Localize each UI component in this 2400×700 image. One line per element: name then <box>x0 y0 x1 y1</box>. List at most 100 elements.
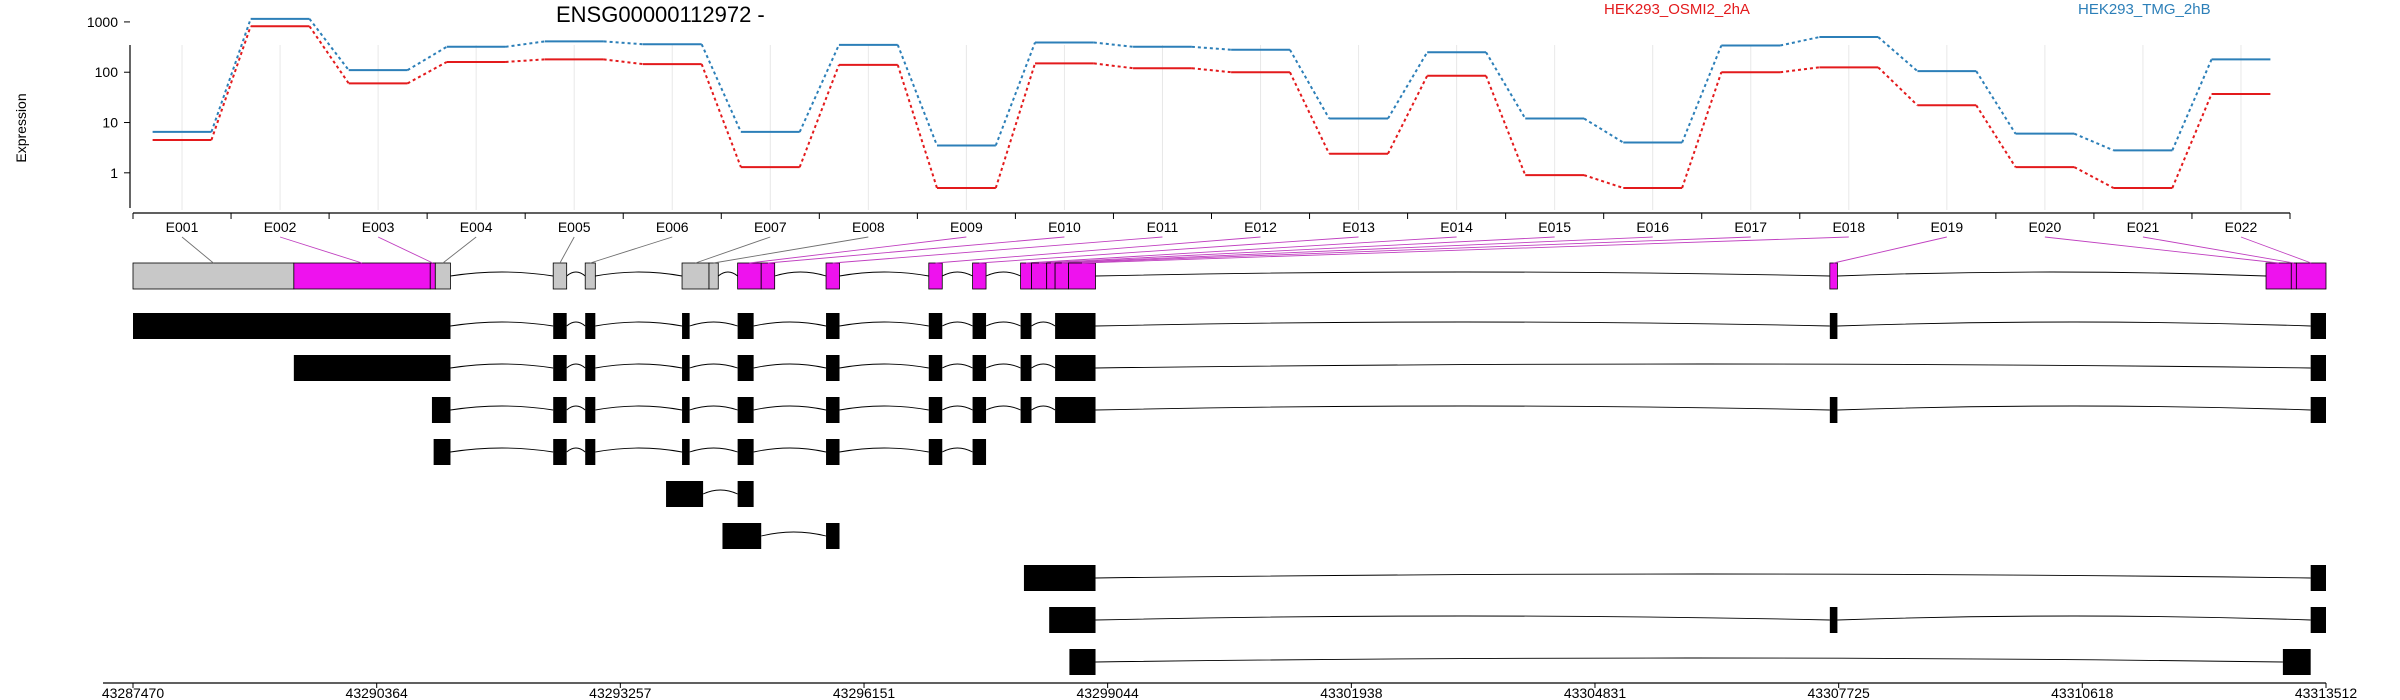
genomic-tick-label: 43313512 <box>2295 685 2358 700</box>
x-tick-label: E018 <box>1832 219 1865 235</box>
transcript-1-exon <box>2310 313 2326 339</box>
transcript-intron <box>1031 363 1056 369</box>
exon-link-line <box>1026 236 1457 264</box>
gene-model-intron <box>985 271 1021 277</box>
transcript-intron <box>1837 321 2311 327</box>
series-2-connector <box>603 40 643 46</box>
transcript-intron <box>450 363 554 369</box>
x-tick-label: E006 <box>656 219 689 235</box>
legend-series-tmg: HEK293_TMG_2hB <box>2078 1 2211 18</box>
x-tick-label: E003 <box>362 219 395 235</box>
series-2-connector <box>1975 70 2017 135</box>
series-1-connector <box>1583 174 1624 189</box>
exon-link-line <box>935 236 1261 264</box>
transcript-intron <box>1095 363 2311 369</box>
series-2-connector <box>1289 49 1331 120</box>
series-2-connector <box>1779 36 1820 47</box>
series-1-connector <box>603 58 643 66</box>
gene-model-exon-E017 <box>1054 262 1069 290</box>
transcript-intron <box>450 447 554 453</box>
y-axis-label: Expression <box>13 93 29 162</box>
exon-link-line <box>442 236 477 264</box>
transcript-7-exon <box>1023 565 1096 591</box>
gene-model-exon-E022 <box>2295 262 2327 290</box>
series-2-connector <box>308 18 350 71</box>
transcript-4-exon <box>972 439 987 465</box>
series-2-connector <box>2073 132 2114 152</box>
x-tick-label: E007 <box>754 219 787 235</box>
x-tick-label: E019 <box>1930 219 1963 235</box>
transcript-2-exon <box>826 355 840 381</box>
transcript-9-exon <box>2282 649 2311 675</box>
exon-link-line <box>590 236 673 264</box>
transcript-intron <box>702 489 738 495</box>
exon-link-line <box>749 236 967 264</box>
transcript-4-exon <box>682 439 690 465</box>
transcript-5-exon <box>737 481 754 507</box>
series-1-connector <box>2171 93 2213 189</box>
gene-model-exon-E018 <box>1068 262 1096 290</box>
series-1-connector <box>1191 67 1232 74</box>
transcript-intron <box>450 321 554 327</box>
transcript-8-exon <box>1829 607 1838 633</box>
y-tick-label: 100 <box>95 64 119 80</box>
transcript-4-exon <box>585 439 596 465</box>
exon-link-line <box>559 236 575 264</box>
transcript-intron <box>689 405 738 411</box>
transcript-3-exon <box>431 397 451 423</box>
transcript-1-exon <box>737 313 754 339</box>
x-tick-label: E005 <box>558 219 591 235</box>
series-1-connector <box>1289 71 1331 155</box>
series-1-connector <box>1877 66 1919 107</box>
transcript-1-exon <box>1020 313 1032 339</box>
x-tick-label: E014 <box>1440 219 1473 235</box>
transcript-intron <box>942 447 973 453</box>
series-2-connector <box>798 44 840 133</box>
transcript-intron <box>985 405 1021 411</box>
genomic-tick-label: 43299044 <box>1076 685 1139 700</box>
transcript-intron <box>566 447 586 453</box>
transcript-3-exon <box>1055 397 1096 423</box>
exon-link-line <box>1082 236 1849 264</box>
transcript-4-exon <box>553 439 567 465</box>
exon-link-line <box>767 236 1065 264</box>
series-1-connector <box>2073 166 2114 189</box>
genomic-tick-label: 43290364 <box>346 685 409 700</box>
gene-model-intron <box>1837 271 2267 277</box>
gene-model-intron <box>717 271 738 277</box>
transcript-intron <box>689 363 738 369</box>
exon-link-line <box>2142 236 2294 264</box>
transcript-3-exon <box>1829 397 1838 423</box>
chart-title: ENSG00000112972 - <box>556 2 765 27</box>
exon-link-line <box>979 236 1359 264</box>
transcript-1-exon <box>1055 313 1096 339</box>
transcript-8-exon <box>2310 607 2326 633</box>
transcript-4-exon <box>737 439 754 465</box>
gene-model-exon-E005 <box>552 262 568 290</box>
transcript-3-exon <box>972 397 987 423</box>
transcript-intron <box>1837 615 2311 621</box>
transcript-intron <box>1031 321 1056 327</box>
series-1-connector <box>798 64 840 168</box>
gene-model-exon-E004 <box>434 262 451 290</box>
transcript-1-exon <box>928 313 943 339</box>
gene-model-exon-E011 <box>825 262 840 290</box>
transcript-intron <box>595 321 683 327</box>
transcript-intron <box>1095 573 2311 579</box>
series-2-connector <box>994 42 1036 146</box>
transcript-1-exon <box>585 313 596 339</box>
transcript-intron <box>1031 405 1056 411</box>
transcript-intron <box>942 321 973 327</box>
transcript-intron <box>985 321 1021 327</box>
transcript-2-exon <box>1055 355 1096 381</box>
transcript-intron <box>689 321 738 327</box>
x-tick-label: E013 <box>1342 219 1375 235</box>
gene-model-exon-E003 <box>429 262 436 290</box>
x-tick-label: E021 <box>2127 219 2160 235</box>
exon-link-line <box>2044 236 2279 264</box>
series-2-connector <box>210 18 252 133</box>
transcript-6-exon <box>722 523 762 549</box>
genomic-tick-label: 43287470 <box>102 685 165 700</box>
x-tick-label: E008 <box>852 219 885 235</box>
transcript-4-exon <box>928 439 943 465</box>
